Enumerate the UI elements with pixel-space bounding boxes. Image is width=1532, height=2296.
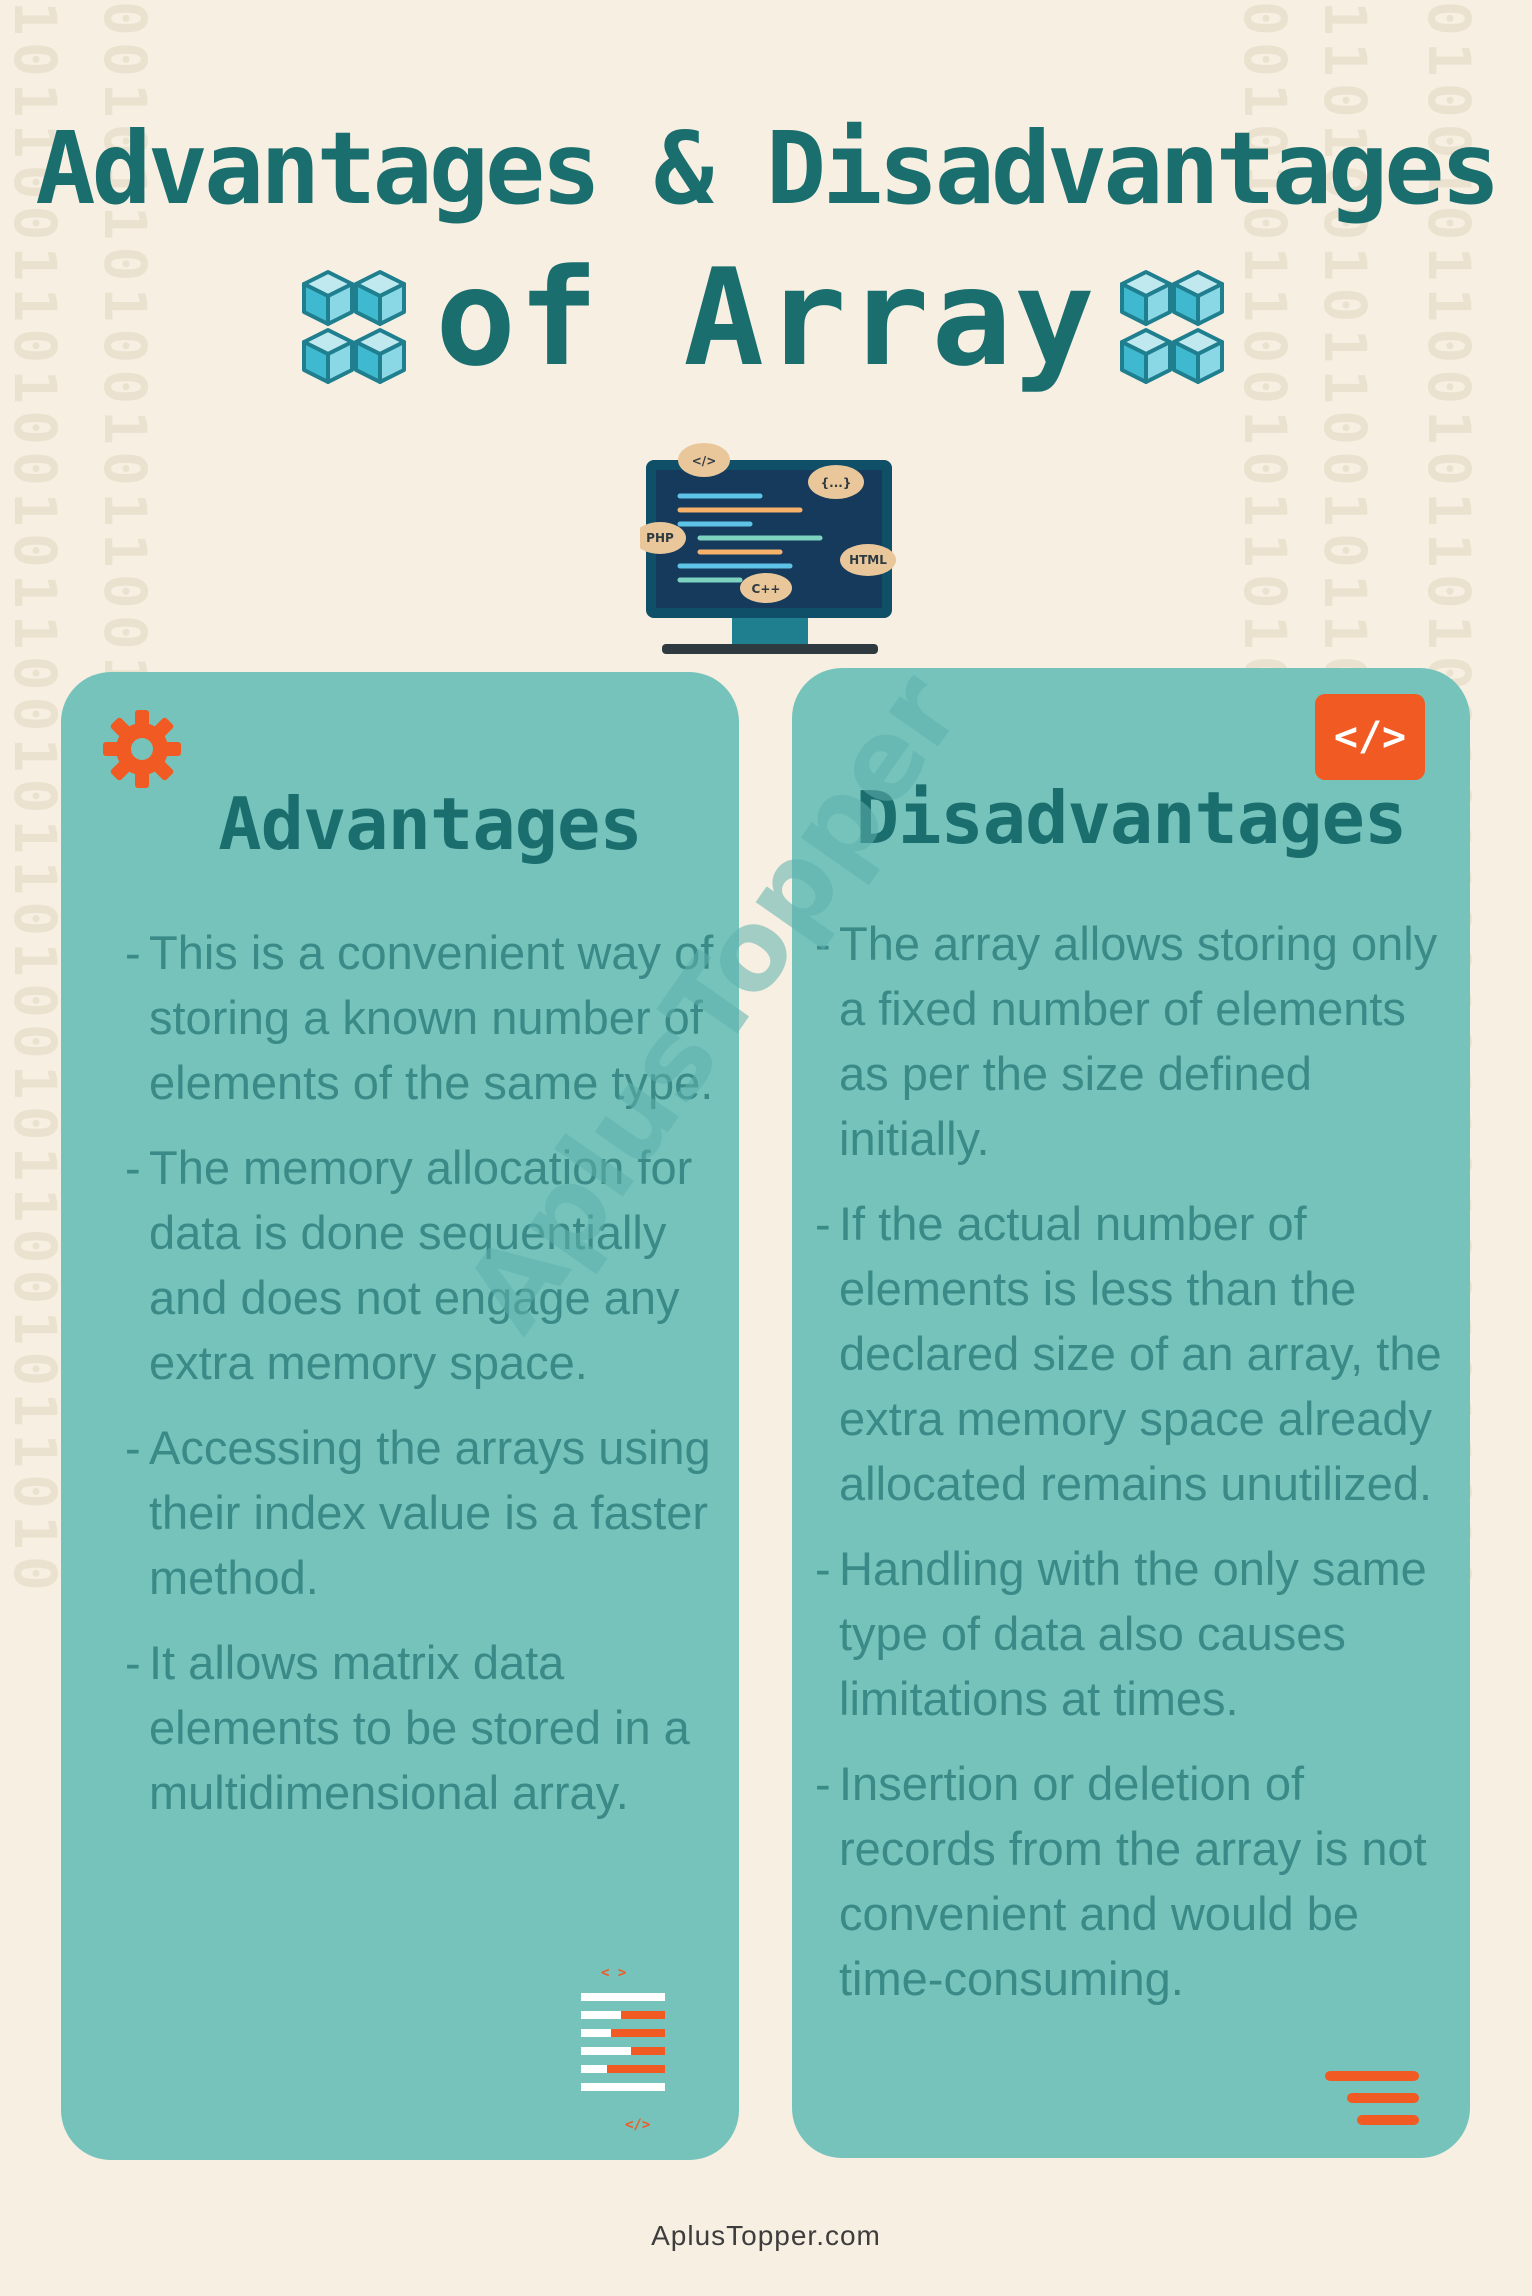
monitor-label: </> [692,454,717,468]
monitor-label: {...} [821,476,852,490]
disadvantages-list: - The array allows storing only a fixed n… [815,911,1455,2031]
disadvantage-text: The array allows storing only a fixed nu… [839,917,1438,1165]
advantage-text: Accessing the arrays using their index v… [149,1421,711,1604]
list-item: - Accessing the arrays using their index … [125,1421,711,1604]
cubes-icon [302,270,406,384]
advantages-card: Advantages - This is a convenient way of … [61,672,739,2160]
footer-site-name: AplusTopper.com [651,2220,881,2251]
advantage-text: It allows matrix data elements to be sto… [149,1636,690,1819]
list-item: - The array allows storing only a fixed n… [815,917,1438,1165]
list-item: - If the actual number of elements is les… [815,1197,1442,1510]
gear-icon [103,710,181,788]
code-document-icon: < > </> [581,1965,665,2133]
monitor-label: C++ [752,582,781,596]
page-title-line2: of Array [435,240,1097,396]
list-item: - Handling with the only same type of dat… [815,1542,1427,1725]
disadvantage-text: Insertion or deletion of records from th… [839,1757,1427,2005]
disadvantages-card: </> Disadvantages - The array allows stor… [792,668,1470,2158]
advantages-list: - This is a convenient way of storing a k… [125,920,725,1845]
advantage-text: This is a convenient way of storing a kn… [149,926,714,1109]
disadvantage-text: If the actual number of elements is less… [839,1197,1442,1510]
advantage-text: The memory allocation for data is done s… [149,1141,693,1389]
menu-lines-icon [1325,2071,1419,2125]
page-title-line1: Advantages & Disadvantages [35,110,1500,227]
advantages-heading: Advantages [218,782,642,866]
doc-icon-label: </> [625,2117,650,2133]
doc-icon-label: < > [601,1965,626,1981]
computer-monitor-illustration: </> {...} PHP HTML C++ [640,443,896,654]
code-icon: </> [1315,694,1425,780]
cubes-icon [1120,270,1224,384]
monitor-label: PHP [646,531,674,545]
disadvantage-text: Handling with the only same type of data… [839,1542,1427,1725]
list-item: - It allows matrix data elements to be st… [125,1636,690,1819]
list-item: - This is a convenient way of storing a k… [125,926,714,1109]
monitor-label: HTML [849,553,887,567]
list-item: - Insertion or deletion of records from t… [815,1757,1427,2005]
disadvantages-heading: Disadvantages [855,776,1408,860]
list-item: - The memory allocation for data is done … [125,1141,693,1389]
